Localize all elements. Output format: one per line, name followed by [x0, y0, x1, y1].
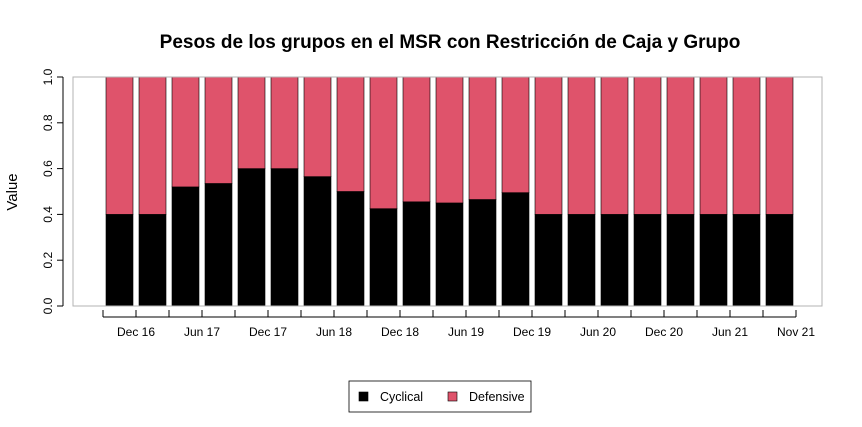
legend-swatch-defensive	[447, 391, 458, 402]
legend: Cyclical Defensive	[348, 380, 532, 413]
bar-cyclical-1	[138, 214, 167, 307]
bar-cyclical-11	[468, 199, 497, 307]
legend-swatch-cyclical	[358, 391, 369, 402]
x-tick-label: Dec 18	[381, 325, 419, 339]
plot-frame	[72, 76, 823, 307]
bar-defensive-7	[336, 76, 365, 192]
bar-cyclical-4	[237, 168, 266, 307]
y-tick-label: 0.6	[41, 160, 55, 177]
bar-defensive-20	[765, 76, 794, 215]
bar-defensive-3	[204, 76, 233, 184]
bar-defensive-19	[732, 76, 761, 215]
bar-cyclical-3	[204, 183, 233, 307]
bar-defensive-13	[534, 76, 563, 215]
legend-label-cyclical: Cyclical	[380, 390, 423, 404]
y-tick-label: 1.0	[41, 68, 55, 85]
bar-cyclical-0	[105, 214, 134, 307]
bar-defensive-1	[138, 76, 167, 215]
y-tick-label: 0.4	[41, 206, 55, 223]
y-axis: 0.0 0.2 0.4 0.6 0.8 1.0	[41, 68, 64, 314]
bar-defensive-5	[270, 76, 299, 169]
bar-cyclical-5	[270, 168, 299, 307]
plot-area	[72, 76, 823, 307]
chart-title: Pesos de los grupos en el MSR con Restri…	[160, 32, 741, 53]
bar-defensive-4	[237, 76, 266, 169]
y-axis-label: Value	[4, 173, 21, 210]
bar-cyclical-19	[732, 214, 761, 307]
x-tick-label: Jun 19	[448, 325, 484, 339]
bar-defensive-0	[105, 76, 134, 215]
bar-cyclical-17	[666, 214, 695, 307]
bar-cyclical-10	[435, 202, 464, 307]
bar-defensive-9	[402, 76, 431, 203]
bar-cyclical-8	[369, 208, 398, 307]
x-tick-label: Dec 20	[645, 325, 683, 339]
x-tick-label: Jun 20	[580, 325, 616, 339]
bar-cyclical-14	[567, 214, 596, 307]
bar-cyclical-7	[336, 191, 365, 307]
bar-defensive-14	[567, 76, 596, 215]
bar-defensive-10	[435, 76, 464, 204]
y-tick-label: 0.0	[41, 297, 55, 314]
x-tick-label: Jun 17	[184, 325, 220, 339]
bar-defensive-15	[600, 76, 629, 215]
x-axis: Dec 16 Jun 17 Dec 17 Jun 18 Dec 18 Jun 19 Dec …	[102, 310, 815, 339]
bar-cyclical-16	[633, 214, 662, 307]
bar-cyclical-2	[171, 186, 200, 307]
bar-defensive-16	[633, 76, 662, 215]
y-tick-label: 0.2	[41, 252, 55, 269]
bar-cyclical-6	[303, 176, 332, 307]
bar-defensive-2	[171, 76, 200, 188]
x-tick-label: Nov 21	[777, 325, 815, 339]
x-tick-label: Dec 17	[249, 325, 287, 339]
bar-cyclical-9	[402, 201, 431, 307]
bar-defensive-18	[699, 76, 728, 215]
bar-cyclical-15	[600, 214, 629, 307]
bar-defensive-11	[468, 76, 497, 200]
x-tick-label: Jun 18	[316, 325, 352, 339]
bar-defensive-12	[501, 76, 530, 193]
legend-box	[348, 380, 532, 413]
x-tick-label: Jun 21	[712, 325, 748, 339]
y-tick-label: 0.8	[41, 114, 55, 131]
bar-cyclical-12	[501, 192, 530, 307]
bar-defensive-6	[303, 76, 332, 177]
bar-cyclical-18	[699, 214, 728, 307]
bar-defensive-8	[369, 76, 398, 209]
bar-cyclical-13	[534, 214, 563, 307]
bar-cyclical-20	[765, 214, 794, 307]
x-tick-label: Dec 16	[117, 325, 155, 339]
legend-label-defensive: Defensive	[469, 390, 525, 404]
bar-defensive-17	[666, 76, 695, 215]
x-tick-label: Dec 19	[513, 325, 551, 339]
